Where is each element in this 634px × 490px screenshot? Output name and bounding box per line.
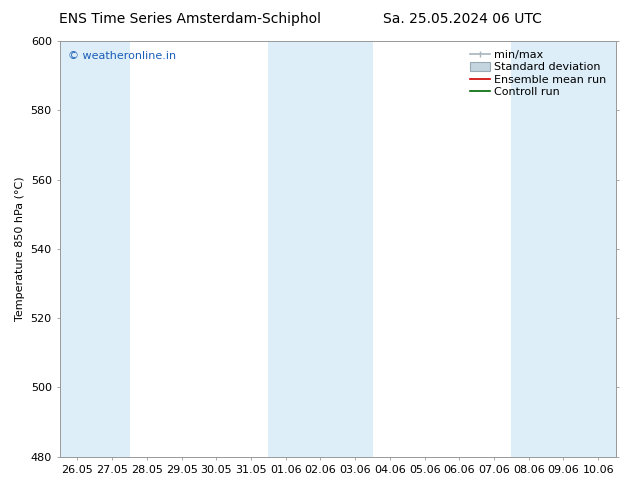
- Bar: [512, 41, 616, 457]
- Bar: [60, 41, 129, 457]
- Bar: [268, 41, 373, 457]
- Legend: min/max, Standard deviation, Ensemble mean run, Controll run: min/max, Standard deviation, Ensemble me…: [467, 47, 610, 100]
- Text: Sa. 25.05.2024 06 UTC: Sa. 25.05.2024 06 UTC: [384, 12, 542, 26]
- Text: © weatheronline.in: © weatheronline.in: [68, 51, 177, 61]
- Y-axis label: Temperature 850 hPa (°C): Temperature 850 hPa (°C): [15, 176, 25, 321]
- Text: ENS Time Series Amsterdam-Schiphol: ENS Time Series Amsterdam-Schiphol: [59, 12, 321, 26]
